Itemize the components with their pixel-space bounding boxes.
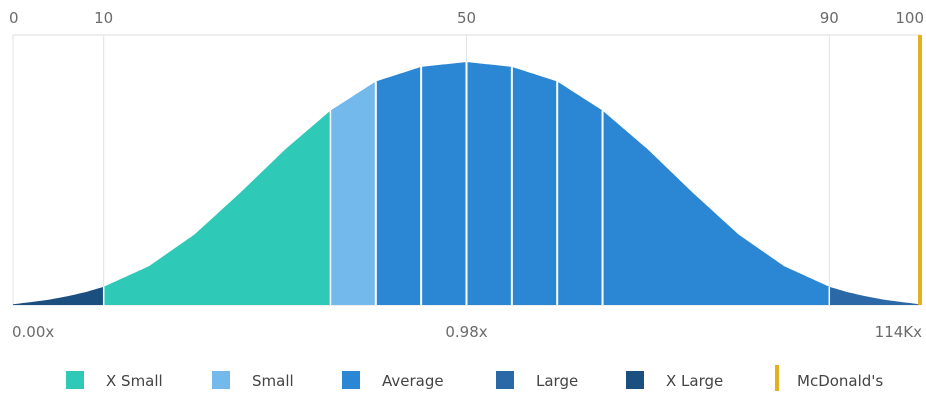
legend-swatch-large bbox=[496, 371, 514, 389]
top-tick-label-10: 10 bbox=[94, 9, 113, 27]
legend-item-average: Average bbox=[342, 371, 444, 390]
segment-x-small-10 bbox=[103, 110, 331, 305]
bottom-tick-label-0: 0.00x bbox=[12, 323, 54, 341]
bottom-tick-label-100: 114Kx bbox=[875, 323, 922, 341]
segment-small-35 bbox=[330, 81, 376, 305]
legend-swatch-mcdonald-s bbox=[775, 365, 779, 391]
legend-item-mcdonald-s: McDonald's bbox=[775, 365, 883, 391]
legend-swatch-small bbox=[212, 371, 230, 389]
top-tick-label-0: 0 bbox=[9, 9, 19, 27]
legend-label-large: Large bbox=[536, 372, 578, 390]
legend-item-x-large: X Large bbox=[626, 371, 723, 390]
top-tick-label-100: 100 bbox=[895, 9, 924, 27]
legend-swatch-x-small bbox=[66, 371, 84, 389]
bottom-axis-ticks: 0.00x 0.98x 114Kx bbox=[12, 323, 922, 341]
legend-swatch-average bbox=[342, 371, 360, 389]
legend-item-x-small: X Small bbox=[66, 371, 163, 390]
segment-large-90 bbox=[829, 286, 920, 305]
bottom-tick-label-50: 0.98x bbox=[445, 323, 487, 341]
mcdonalds-marker-line bbox=[918, 35, 922, 305]
legend-label-x-small: X Small bbox=[106, 372, 163, 390]
mcdonalds-marker bbox=[918, 35, 922, 305]
top-axis-ticks: 0 10 50 90 100 bbox=[9, 9, 924, 27]
legend-label-average: Average bbox=[382, 372, 444, 390]
legend-label-small: Small bbox=[252, 372, 294, 390]
legend-label-x-large: X Large bbox=[666, 372, 723, 390]
top-tick-label-90: 90 bbox=[820, 9, 839, 27]
legend-swatch-x-large bbox=[626, 371, 644, 389]
top-tick-label-50: 50 bbox=[457, 9, 476, 27]
legend: X Small Small Average Large X Large McDonald'… bbox=[66, 365, 883, 391]
legend-item-large: Large bbox=[496, 371, 578, 390]
segment-separators bbox=[102, 62, 831, 305]
legend-label-mcdonald-s: McDonald's bbox=[797, 372, 883, 390]
segment-x-large-0 bbox=[13, 286, 104, 305]
legend-item-small: Small bbox=[212, 371, 294, 390]
